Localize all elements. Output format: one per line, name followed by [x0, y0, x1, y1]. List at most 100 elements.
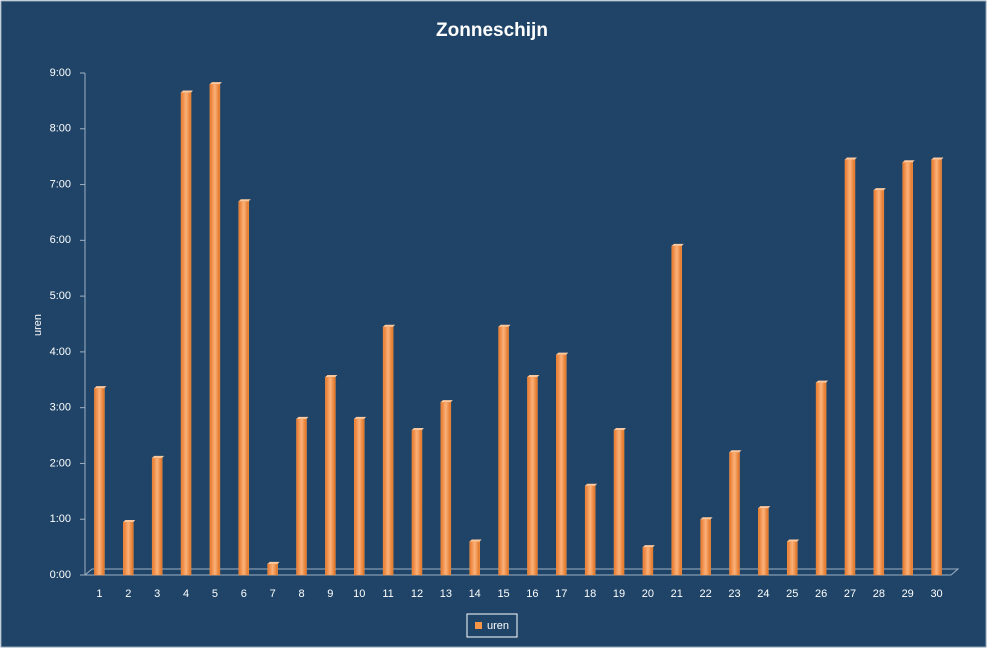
x-tick-label: 5: [212, 588, 218, 600]
bar-top: [700, 517, 713, 520]
x-tick-label: 1: [96, 588, 102, 600]
bar-top: [527, 374, 540, 377]
bar: [931, 159, 942, 576]
bar: [209, 83, 221, 576]
x-tick-label: 24: [757, 588, 769, 600]
bar-top: [440, 400, 453, 403]
y-tick-label: 0:00: [50, 569, 71, 581]
bar-top: [585, 483, 598, 486]
bar-top: [873, 188, 886, 191]
bar-top: [729, 450, 742, 453]
x-tick-label: 22: [700, 588, 712, 600]
bar-top: [181, 90, 194, 93]
bar-top: [642, 545, 655, 548]
bar: [556, 354, 567, 576]
y-tick-label: 4:00: [50, 346, 71, 358]
x-tick-label: 8: [298, 588, 304, 600]
x-tick-label: 27: [844, 588, 856, 600]
bar: [527, 376, 538, 576]
bar: [729, 452, 740, 576]
x-tick-label: 30: [930, 588, 942, 600]
bar-top: [354, 416, 367, 419]
bar-top: [296, 416, 309, 419]
y-axis-label: uren: [32, 314, 44, 336]
x-tick-label: 20: [642, 588, 654, 600]
y-tick-label: 5:00: [50, 290, 71, 302]
bar: [700, 518, 711, 576]
bar: [325, 376, 336, 576]
bar: [296, 418, 307, 576]
bar: [902, 161, 913, 576]
bar-top: [498, 324, 511, 327]
y-tick-label: 9:00: [50, 67, 71, 79]
x-tick-label: 13: [440, 588, 452, 600]
legend-box: [466, 613, 518, 638]
x-tick-label: 14: [469, 588, 481, 600]
x-tick-label: 17: [555, 588, 567, 600]
x-tick-label: 9: [327, 588, 333, 600]
bar-top: [383, 324, 396, 327]
bar: [151, 457, 163, 576]
y-tick-label: 2:00: [50, 457, 71, 469]
x-tick-label: 15: [497, 588, 509, 600]
x-tick-label: 4: [183, 588, 189, 600]
legend-swatch: [475, 622, 482, 629]
x-tick-label: 25: [786, 588, 798, 600]
bar: [469, 541, 480, 576]
x-tick-label: 2: [125, 588, 131, 600]
y-tick-label: 1:00: [50, 513, 71, 525]
bar-top: [931, 157, 944, 160]
bar-top: [411, 427, 424, 430]
x-tick-label: 10: [353, 588, 365, 600]
legend: uren: [466, 613, 518, 638]
bar-top: [902, 160, 915, 163]
legend-label: uren: [487, 620, 509, 632]
x-tick-label: 11: [382, 588, 393, 600]
bar-top: [614, 427, 627, 430]
bar-top: [787, 539, 800, 542]
bar-top: [267, 561, 280, 564]
x-tick-label: 26: [815, 588, 827, 600]
bar-top: [123, 520, 136, 523]
bar: [353, 418, 365, 576]
bar: [786, 541, 798, 576]
x-tick-label: 23: [728, 588, 740, 600]
bar: [94, 387, 105, 576]
x-tick-label: 28: [873, 588, 885, 600]
floor: [83, 568, 960, 576]
y-tick-label: 6:00: [50, 234, 71, 246]
bar: [758, 507, 769, 576]
x-tick-label: 18: [584, 588, 596, 600]
bar: [873, 189, 885, 576]
bar-top: [816, 380, 829, 383]
x-tick-label: 19: [613, 588, 625, 600]
bar-top: [325, 374, 338, 377]
bar: [642, 546, 654, 576]
bar: [613, 429, 625, 576]
bar: [844, 159, 856, 576]
bar-top: [469, 539, 482, 542]
bar-top: [671, 243, 684, 246]
x-tick-label: 16: [526, 588, 538, 600]
bar: [498, 326, 509, 576]
bar: [671, 245, 683, 576]
bar-top: [209, 82, 222, 85]
x-tick-label: 12: [411, 588, 423, 600]
bar: [584, 485, 596, 576]
bar-top: [238, 199, 251, 202]
bar-top: [152, 455, 165, 458]
bar-top: [844, 157, 857, 160]
bar: [440, 401, 452, 576]
bar: [180, 92, 192, 576]
x-tick-label: 6: [241, 588, 247, 600]
y-tick-label: 7:00: [50, 178, 71, 190]
bar: [382, 326, 394, 576]
y-tick-label: 3:00: [50, 402, 71, 414]
bar: [123, 521, 134, 576]
bar-top: [758, 506, 771, 509]
bar-top: [94, 386, 107, 389]
chart-title: Zonneschijn: [436, 20, 548, 41]
bar: [411, 429, 423, 576]
